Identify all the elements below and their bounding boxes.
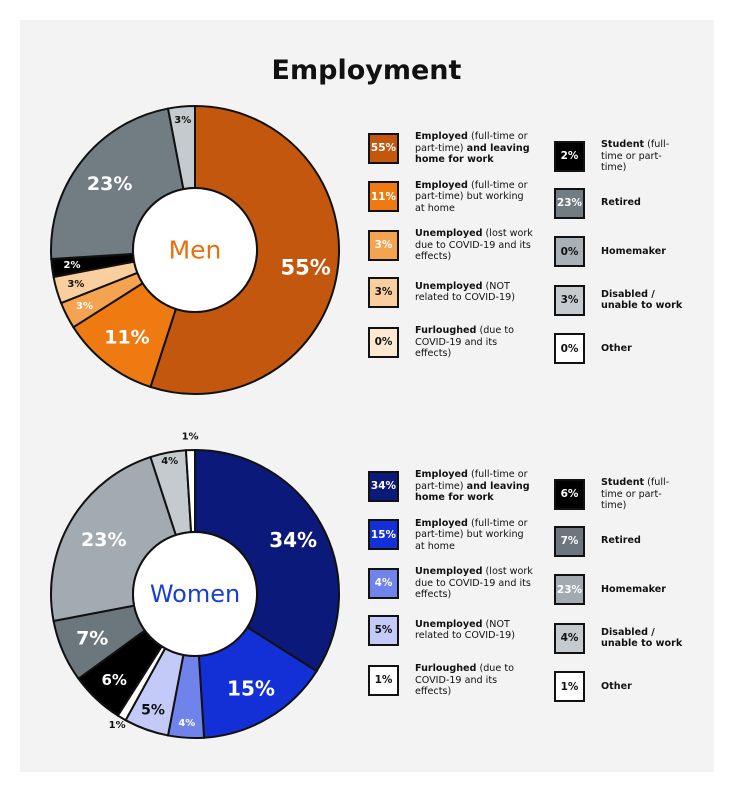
women-legend-label: Unemployed (lost work due to COVID-19 an… xyxy=(415,566,533,600)
men-slice-label-3: 3% xyxy=(67,279,84,290)
women-slice-label-5: 6% xyxy=(101,671,126,689)
men-donut-hole xyxy=(132,187,258,313)
men-legend-label: Student (full-time or part-time) xyxy=(601,139,670,173)
women-slice-label-6: 7% xyxy=(76,627,108,649)
men-legend-item: 55% Employed (full-time or part-time) and… xyxy=(368,131,535,166)
women-legend-item: 7% Retired xyxy=(554,525,686,557)
women-donut-hole xyxy=(132,531,258,657)
women-legend-item: 1% Furloughed (due to COVID-19 and its ef… xyxy=(368,663,535,698)
men-legend-item: 3% Disabled / unable to work xyxy=(554,284,686,316)
men-legend-swatch: 3% xyxy=(368,229,399,261)
men-legend-label: Employed (full-time or part-time) and le… xyxy=(415,131,530,165)
women-slice-label-3: 5% xyxy=(141,703,165,719)
men-slice-label-8: 3% xyxy=(174,115,191,126)
women-slice-label-9: 1% xyxy=(182,432,199,443)
page-title: Employment xyxy=(271,55,462,86)
women-legend-item: 34% Employed (full-time or part-time) and… xyxy=(368,469,535,504)
men-legend-label: Unemployed (lost work due to COVID-19 an… xyxy=(415,228,533,262)
women-legend-label: Other xyxy=(601,680,632,692)
women-legend-swatch: 4% xyxy=(554,622,585,654)
women-legend-label: Unemployed (NOT related to COVID-19) xyxy=(415,618,515,642)
women-slice-label-0: 34% xyxy=(269,528,317,552)
men-center-label: Men xyxy=(169,236,222,265)
women-legend-label: Homemaker xyxy=(601,583,666,595)
men-legend-swatch: 3% xyxy=(554,284,585,316)
men-legend-label: Retired xyxy=(601,197,641,209)
men-legend-label: Other xyxy=(601,342,632,354)
men-slice-label-1: 11% xyxy=(104,327,149,349)
men-slice-label-2: 3% xyxy=(76,301,93,312)
men-legend-label: Employed (full-time or part-time) but wo… xyxy=(415,179,528,214)
women-legend-swatch: 5% xyxy=(368,614,399,646)
women-slice-label-1: 15% xyxy=(227,677,275,701)
men-slice-label-5: 2% xyxy=(63,260,80,271)
men-legend-item: 0% Furloughed (due to COVID-19 and its ef… xyxy=(368,325,535,360)
men-legend-item: 2% Student (full-time or part-time) xyxy=(554,139,686,174)
women-legend-label: Employed (full-time or part-time) but wo… xyxy=(415,517,528,552)
women-legend-item: 1% Other xyxy=(554,671,686,702)
men-legend-item: 23% Retired xyxy=(554,187,686,219)
men-legend-item: 3% Unemployed (NOT related to COVID-19) xyxy=(368,276,535,308)
men-legend-label: Homemaker xyxy=(601,245,666,257)
men-legend-swatch: 3% xyxy=(368,276,399,308)
men-legend-label: Unemployed (NOT related to COVID-19) xyxy=(415,280,515,304)
women-legend-swatch: 6% xyxy=(554,478,585,510)
women-legend-label: Retired xyxy=(601,535,641,547)
women-legend-swatch: 34% xyxy=(368,470,399,502)
women-slice-label-2: 4% xyxy=(178,718,195,729)
men-legend-label: Disabled / unable to work xyxy=(601,288,683,312)
men-slice-label-6: 23% xyxy=(87,173,132,195)
women-legend-label: Employed (full-time or part-time) and le… xyxy=(415,469,530,503)
men-legend-swatch: 23% xyxy=(554,187,585,219)
men-legend-swatch: 0% xyxy=(368,326,399,358)
men-legend-swatch: 55% xyxy=(368,132,399,164)
men-slice-label-0: 55% xyxy=(280,256,330,280)
women-legend-swatch: 15% xyxy=(368,519,399,551)
men-legend-swatch: 11% xyxy=(368,181,399,213)
men-legend-swatch: 0% xyxy=(554,333,585,364)
women-legend-swatch: 7% xyxy=(554,525,585,557)
women-legend-swatch: 1% xyxy=(368,664,399,696)
women-legend-swatch: 1% xyxy=(554,671,585,702)
men-legend-item: 0% Other xyxy=(554,333,686,364)
women-legend-item: 4% Disabled / unable to work xyxy=(554,622,686,654)
women-legend-item: 23% Homemaker xyxy=(554,574,686,605)
men-legend-item: 0% Homemaker xyxy=(554,236,686,267)
women-legend-item: 4% Unemployed (lost work due to COVID-19 … xyxy=(368,566,535,601)
women-legend-item: 6% Student (full-time or part-time) xyxy=(554,477,686,512)
women-legend-item: 5% Unemployed (NOT related to COVID-19) xyxy=(368,614,535,646)
men-legend-swatch: 0% xyxy=(554,236,585,267)
women-slice-label-7: 23% xyxy=(81,529,126,551)
women-center-label: Women xyxy=(150,580,240,608)
women-legend-swatch: 23% xyxy=(554,574,585,605)
women-slice-label-8: 4% xyxy=(161,456,178,467)
men-legend-item: 3% Unemployed (lost work due to COVID-19 … xyxy=(368,228,535,263)
men-legend-label: Furloughed (due to COVID-19 and its effe… xyxy=(415,325,514,359)
men-legend-item: 11% Employed (full-time or part-time) but… xyxy=(368,180,535,215)
men-legend-swatch: 2% xyxy=(554,140,585,172)
women-legend-label: Disabled / unable to work xyxy=(601,626,683,650)
women-legend-label: Student (full-time or part-time) xyxy=(601,477,670,511)
women-legend-swatch: 4% xyxy=(368,567,399,599)
women-slice-label-4: 1% xyxy=(109,720,126,731)
women-legend-item: 15% Employed (full-time or part-time) but… xyxy=(368,518,535,553)
women-legend-label: Furloughed (due to COVID-19 and its effe… xyxy=(415,663,514,697)
